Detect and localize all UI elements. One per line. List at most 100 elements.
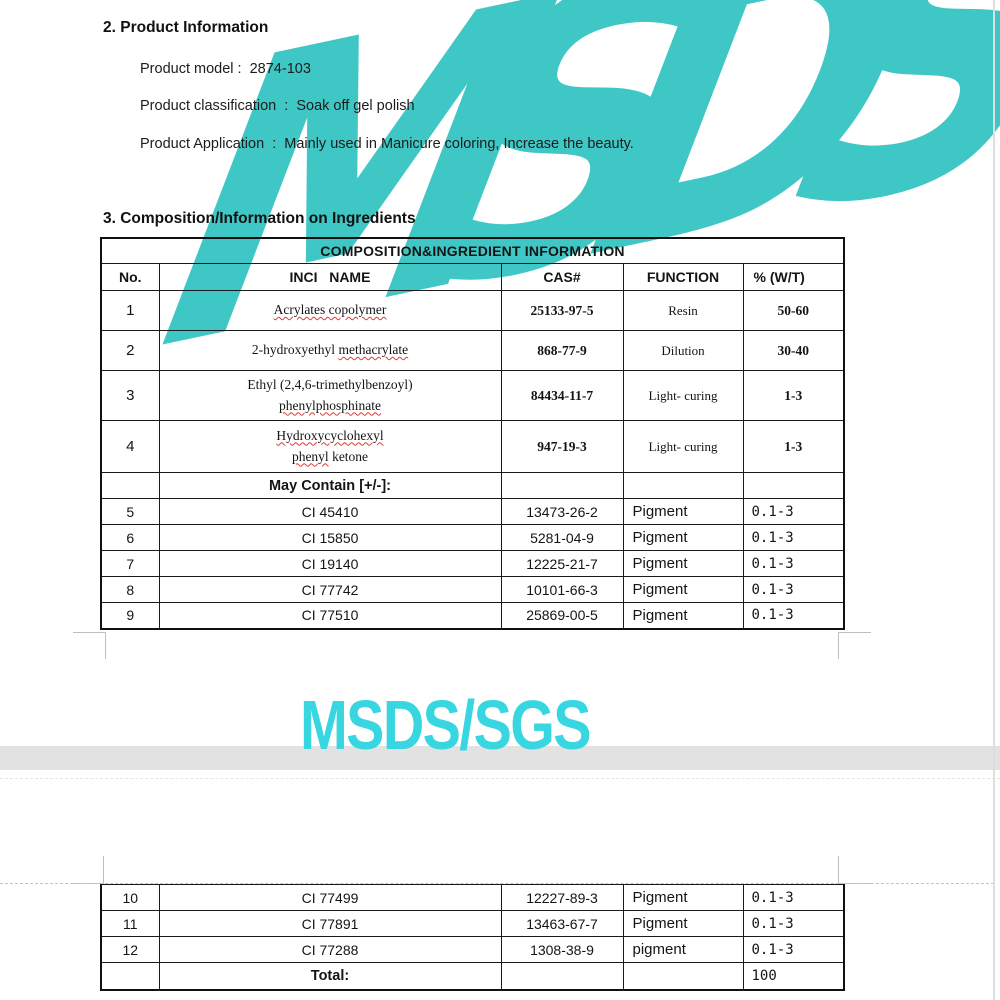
composition-table-page1: COMPOSITION&INGREDIENT INFORMATION No. I… bbox=[100, 237, 846, 630]
table-row: 12 CI 77288 1308-38-9 pigment 0.1-3 bbox=[100, 936, 845, 963]
function-cell: Light- curing bbox=[622, 370, 744, 421]
function-cell bbox=[622, 962, 744, 990]
cas-number-cell: 25869-00-5 bbox=[500, 602, 624, 629]
product-model-line: Product model : 2874-103 bbox=[140, 61, 311, 77]
inci-name-cell: Acrylates copolymer bbox=[158, 290, 502, 331]
page1-margin-mark-left bbox=[73, 632, 106, 659]
function-cell: Pigment bbox=[622, 884, 744, 911]
function-cell: Pigment bbox=[622, 576, 744, 603]
inci-name-cell: Hydroxycyclohexyl phenyl ketone bbox=[158, 420, 502, 473]
table-row: 5 CI 45410 13473-26-2 Pigment 0.1-3 bbox=[100, 498, 845, 525]
row-number-cell: 7 bbox=[100, 550, 160, 577]
inci-name-cell: CI 77499 bbox=[158, 884, 502, 911]
product-classification-line: Product classification : Soak off gel po… bbox=[140, 98, 415, 114]
row-number-cell: 11 bbox=[100, 910, 160, 937]
cas-number-cell bbox=[500, 472, 624, 499]
inci-name-text: 2-hydroxyethyl bbox=[251, 342, 339, 358]
table-row: 11 CI 77891 13463-67-7 Pigment 0.1-3 bbox=[100, 910, 845, 937]
percent-cell: 0.1-3 bbox=[742, 884, 845, 911]
percent-cell: 50-60 bbox=[742, 290, 845, 331]
function-cell: Pigment bbox=[622, 602, 744, 629]
cas-number-cell: 10101-66-3 bbox=[500, 576, 624, 603]
page2-text-boundary bbox=[0, 883, 994, 884]
table-row: 1 Acrylates copolymer 25133-97-5 Resin 50-60 bbox=[100, 290, 845, 331]
percent-cell: 30-40 bbox=[742, 330, 845, 371]
inci-name-cell: Total: bbox=[158, 962, 502, 990]
row-number-cell bbox=[100, 962, 160, 990]
table-row: Total: 100 bbox=[100, 962, 845, 990]
cas-number-cell: 947-19-3 bbox=[500, 420, 624, 473]
function-cell: Dilution bbox=[622, 330, 744, 371]
cas-number-cell: 868-77-9 bbox=[500, 330, 624, 371]
cas-number-cell: 13473-26-2 bbox=[500, 498, 624, 525]
row-number-cell: 10 bbox=[100, 884, 160, 911]
inci-name-text: methacrylate bbox=[338, 342, 409, 358]
section-2-heading: 2. Product Information bbox=[103, 19, 269, 36]
percent-cell: 0.1-3 bbox=[742, 936, 845, 963]
cas-number-cell: 12225-21-7 bbox=[500, 550, 624, 577]
inci-name-cell: CI 19140 bbox=[158, 550, 502, 577]
table-title: COMPOSITION&INGREDIENT INFORMATION bbox=[100, 237, 845, 264]
row-number-cell: 9 bbox=[100, 602, 160, 629]
table-row: 8 CI 77742 10101-66-3 Pigment 0.1-3 bbox=[100, 576, 845, 603]
cas-number-cell: 84434-11-7 bbox=[500, 370, 624, 421]
cas-number-cell: 5281-04-9 bbox=[500, 524, 624, 551]
row-number-cell: 5 bbox=[100, 498, 160, 525]
inci-name-cell: CI 45410 bbox=[158, 498, 502, 525]
percent-cell: 0.1-3 bbox=[742, 524, 845, 551]
row-number-cell: 12 bbox=[100, 936, 160, 963]
function-cell: Pigment bbox=[622, 524, 744, 551]
function-cell: Pigment bbox=[622, 910, 744, 937]
page1-margin-mark-right bbox=[838, 632, 871, 659]
percent-cell: 0.1-3 bbox=[742, 602, 845, 629]
page2-margin-mark-left bbox=[73, 856, 104, 884]
col-header-cas: CAS# bbox=[500, 263, 624, 291]
col-header-inci-name: INCI NAME bbox=[158, 263, 502, 291]
table-row: 10 CI 77499 12227-89-3 Pigment 0.1-3 bbox=[100, 884, 845, 911]
percent-cell: 0.1-3 bbox=[742, 576, 845, 603]
product-application-line: Product Application : Mainly used in Man… bbox=[140, 136, 634, 152]
cas-number-cell bbox=[500, 962, 624, 990]
cas-number-cell: 12227-89-3 bbox=[500, 884, 624, 911]
section-3-heading: 3. Composition/Information on Ingredient… bbox=[103, 210, 416, 227]
page2-top-edge bbox=[0, 778, 1000, 779]
row-number-cell: 1 bbox=[100, 290, 160, 331]
inci-name-text: Acrylates copolymer bbox=[273, 302, 387, 318]
percent-cell: 0.1-3 bbox=[742, 498, 845, 525]
table-row: 7 CI 19140 12225-21-7 Pigment 0.1-3 bbox=[100, 550, 845, 577]
col-header-function: FUNCTION bbox=[622, 263, 744, 291]
inci-name-text: phenylphosphinate bbox=[279, 397, 381, 413]
inci-name-cell: CI 77891 bbox=[158, 910, 502, 937]
inci-name-text: phenyl bbox=[291, 448, 329, 464]
pagebreak-label: MSDS/SGS bbox=[300, 686, 592, 764]
function-cell: Light- curing bbox=[622, 420, 744, 473]
inci-name-cell: CI 77742 bbox=[158, 576, 502, 603]
percent-cell: 0.1-3 bbox=[742, 550, 845, 577]
cas-number-cell: 25133-97-5 bbox=[500, 290, 624, 331]
composition-table-page2: 10 CI 77499 12227-89-3 Pigment 0.1-3 11 CI 778… bbox=[100, 884, 845, 991]
cas-number-cell: 1308-38-9 bbox=[500, 936, 624, 963]
function-cell: Pigment bbox=[622, 498, 744, 525]
inci-name-cell: 2-hydroxyethyl methacrylate bbox=[158, 330, 502, 371]
inci-name-cell: CI 77510 bbox=[158, 602, 502, 629]
page2-margin-mark-right bbox=[838, 856, 871, 884]
inci-name-cell: May Contain [+/-]: bbox=[158, 472, 502, 499]
row-number-cell: 6 bbox=[100, 524, 160, 551]
inci-name-cell: Ethyl (2,4,6-trimethylbenzoyl) phenylphos… bbox=[158, 370, 502, 421]
inci-name-cell: CI 15850 bbox=[158, 524, 502, 551]
row-number-cell: 8 bbox=[100, 576, 160, 603]
function-cell: Resin bbox=[622, 290, 744, 331]
percent-cell: 1-3 bbox=[742, 420, 845, 473]
percent-cell: 100 bbox=[742, 962, 845, 990]
table-row: 4 Hydroxycyclohexyl phenyl ketone 947-19-3 L… bbox=[100, 420, 845, 473]
table-title-row: COMPOSITION&INGREDIENT INFORMATION bbox=[100, 237, 845, 264]
table-row: 6 CI 15850 5281-04-9 Pigment 0.1-3 bbox=[100, 524, 845, 551]
row-number-cell: 3 bbox=[100, 370, 160, 421]
inci-name-text: Ethyl (2,4,6-trimethylbenzoyl) bbox=[247, 376, 413, 392]
function-cell: pigment bbox=[622, 936, 744, 963]
function-cell bbox=[622, 472, 744, 499]
cas-number-cell: 13463-67-7 bbox=[500, 910, 624, 937]
inci-name-cell: CI 77288 bbox=[158, 936, 502, 963]
table-row: 2 2-hydroxyethyl methacrylate 868-77-9 Dilu… bbox=[100, 330, 845, 371]
